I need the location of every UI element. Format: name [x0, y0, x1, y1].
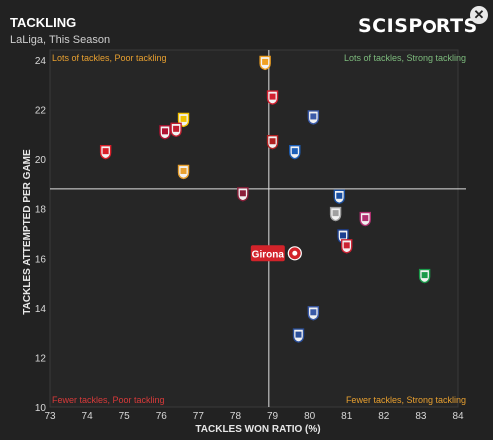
- team-crest-fill: [269, 93, 276, 100]
- x-tick-label: 75: [119, 411, 131, 422]
- team-point[interactable]: [292, 328, 305, 343]
- team-point[interactable]: [333, 189, 346, 204]
- team-crest-fill: [239, 190, 246, 197]
- x-tick-label: 80: [304, 411, 316, 422]
- team-point[interactable]: [307, 306, 320, 321]
- team-crest-fill: [340, 232, 347, 239]
- y-tick-label: 20: [35, 155, 47, 166]
- quadrant-label-top-right: Lots of tackles, Strong tackling: [344, 53, 466, 63]
- team-point[interactable]: [329, 206, 342, 222]
- x-tick-label: 76: [156, 411, 168, 422]
- team-point[interactable]: [159, 125, 171, 140]
- team-crest-fill: [343, 242, 350, 249]
- x-axis-label: TACKLES WON RATIO (%): [195, 424, 320, 435]
- team-point[interactable]: [99, 144, 112, 160]
- x-tick-label: 74: [82, 411, 94, 422]
- brand-logo-o-icon: [422, 20, 436, 33]
- team-point[interactable]: [170, 122, 182, 138]
- y-tick-label: 24: [35, 56, 47, 67]
- team-point[interactable]: [359, 211, 371, 227]
- team-crest-fill: [332, 210, 339, 217]
- highlight-team-icon-center: [292, 250, 298, 256]
- x-tick-label: 82: [378, 411, 390, 422]
- quadrant-label-bottom-right: Fewer tackles, Strong tackling: [346, 395, 466, 405]
- brand-logo-suffix: RTS: [435, 15, 478, 37]
- quadrant-label-top-left: Lots of tackles, Poor tackling: [52, 53, 167, 63]
- team-point[interactable]: [266, 135, 279, 150]
- brand-logo-prefix: SCISP: [358, 15, 423, 37]
- x-tick-label: 77: [193, 411, 205, 422]
- y-tick-label: 16: [35, 254, 47, 265]
- y-tick-label: 14: [35, 304, 47, 315]
- team-crest-fill: [295, 331, 302, 338]
- x-tick-label: 79: [267, 411, 279, 422]
- team-crest-fill: [310, 309, 317, 316]
- y-tick-label: 10: [35, 403, 47, 414]
- x-tick-label: 84: [452, 411, 464, 422]
- brand-logo: SCISP RTS: [358, 15, 478, 37]
- team-crest-fill: [269, 138, 276, 145]
- x-tick-label: 78: [230, 411, 242, 422]
- y-tick-label: 12: [35, 353, 47, 364]
- team-crest-fill: [291, 148, 298, 155]
- team-point[interactable]: [418, 268, 431, 284]
- x-tick-label: 81: [341, 411, 353, 422]
- highlight-label-box: [250, 245, 285, 262]
- close-button[interactable]: ✕: [470, 6, 488, 24]
- team-point[interactable]: [237, 187, 249, 202]
- team-crest-fill: [180, 167, 187, 174]
- highlight-label: Girona: [252, 249, 285, 260]
- y-tick-label: 18: [35, 205, 47, 216]
- team-crest-fill: [362, 215, 369, 222]
- team-crest-fill: [310, 113, 317, 120]
- team-crest-fill: [173, 125, 180, 132]
- team-point[interactable]: [307, 110, 320, 125]
- team-crest-fill: [102, 148, 109, 155]
- team-crest-fill: [336, 192, 343, 199]
- team-point[interactable]: [289, 144, 301, 160]
- x-tick-label: 83: [415, 411, 427, 422]
- y-tick-label: 22: [35, 106, 47, 117]
- quadrant-label-bottom-left: Fewer tackles, Poor tackling: [52, 395, 165, 405]
- chart-subtitle: LaLiga, This Season: [10, 34, 111, 46]
- team-crest-fill: [262, 58, 269, 65]
- team-point[interactable]: [341, 239, 353, 254]
- team-crest-fill: [180, 115, 187, 122]
- y-axis-label: TACKLES ATTEMPTED PER GAME: [22, 149, 33, 315]
- chart-title: TACKLING: [10, 15, 77, 30]
- team-crest-fill: [421, 272, 428, 279]
- team-point[interactable]: [266, 90, 279, 105]
- team-point[interactable]: [177, 164, 190, 180]
- x-tick-label: 73: [44, 411, 56, 422]
- team-point[interactable]: [259, 55, 271, 71]
- plot-area: [49, 49, 459, 408]
- team-crest-fill: [161, 128, 168, 135]
